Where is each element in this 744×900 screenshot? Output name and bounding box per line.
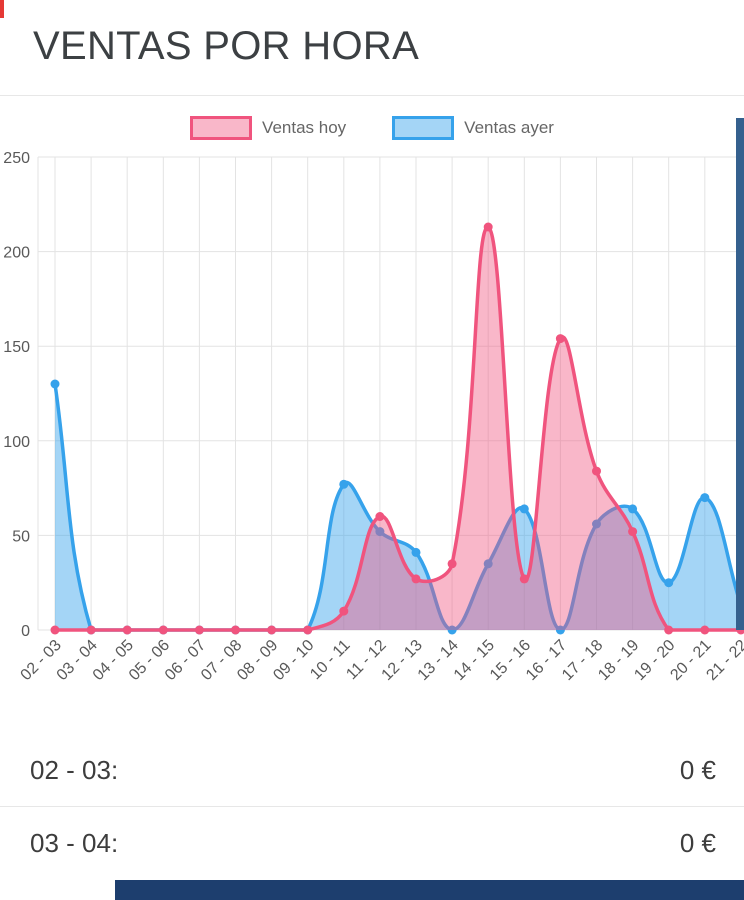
- bottom-bar[interactable]: [115, 880, 744, 900]
- y-tick-label: 50: [12, 528, 30, 545]
- series-ventas-ayer-point[interactable]: [592, 519, 601, 529]
- series-ventas-hoy-area: [55, 226, 741, 630]
- series-ventas-hoy-point[interactable]: [303, 625, 313, 635]
- series-ventas-hoy-point[interactable]: [158, 625, 168, 635]
- series-ventas-hoy-point[interactable]: [664, 625, 674, 635]
- series-ventas-hoy-point[interactable]: [50, 625, 60, 635]
- series-ventas-ayer-point[interactable]: [339, 479, 349, 489]
- series-ventas-ayer-point[interactable]: [483, 559, 493, 569]
- series-ventas-hoy-point[interactable]: [555, 334, 565, 344]
- hour-row-label: 02 - 03:: [30, 754, 119, 785]
- series-ventas-ayer-point[interactable]: [700, 493, 710, 503]
- series-ventas-hoy-point[interactable]: [194, 625, 204, 635]
- series-ventas-ayer-point[interactable]: [375, 527, 385, 537]
- y-tick-label: 200: [3, 245, 30, 262]
- legend-label: Ventas ayer: [464, 118, 554, 137]
- series-ventas-hoy-point[interactable]: [592, 466, 601, 476]
- hour-row-value: 0 €: [679, 827, 716, 858]
- series-ventas-hoy-point[interactable]: [519, 574, 529, 584]
- hour-row-label: 03 - 04:: [30, 827, 119, 858]
- series-ventas-ayer-point[interactable]: [555, 625, 565, 635]
- series-ventas-ayer-point[interactable]: [447, 625, 457, 635]
- series-ventas-hoy-point[interactable]: [231, 625, 240, 635]
- hour-row-value: 0 €: [679, 754, 716, 785]
- series-ventas-ayer-area: [55, 384, 741, 630]
- legend: Ventas hoy Ventas ayer: [0, 112, 744, 144]
- series-ventas-hoy-point[interactable]: [483, 222, 493, 232]
- y-tick-label: 250: [3, 150, 30, 167]
- legend-swatch-ventas-hoy: [190, 116, 253, 140]
- series-ventas-hoy-point[interactable]: [700, 625, 710, 635]
- series-ventas-ayer-point[interactable]: [519, 504, 529, 514]
- series-ventas-ayer-point[interactable]: [628, 504, 638, 514]
- legend-item-ventas-hoy[interactable]: Ventas hoy: [190, 116, 346, 140]
- series-ventas-ayer-point[interactable]: [50, 379, 60, 389]
- y-tick-label: 150: [3, 339, 30, 356]
- series-ventas-hoy: [50, 222, 744, 635]
- series-ventas-hoy-point[interactable]: [122, 625, 132, 635]
- series-ventas-hoy-point[interactable]: [447, 559, 457, 569]
- series-ventas-hoy-point[interactable]: [411, 574, 421, 584]
- page-title: VENTAS POR HORA: [33, 24, 420, 68]
- series-ventas-ayer-point[interactable]: [411, 547, 421, 557]
- y-tick-label: 100: [3, 434, 30, 451]
- legend-label: Ventas hoy: [262, 118, 347, 137]
- x-tick-label: 10 - 11: [307, 637, 353, 683]
- series-ventas-hoy-point[interactable]: [628, 527, 638, 537]
- series-ventas-ayer-point[interactable]: [664, 578, 674, 588]
- legend-swatch-ventas-ayer: [392, 116, 455, 140]
- hour-rows: 02 - 03: 0 € 03 - 04: 0 €: [0, 734, 744, 879]
- x-tick-label: 09 - 10: [270, 637, 317, 684]
- legend-item-ventas-ayer[interactable]: Ventas ayer: [392, 116, 554, 140]
- y-tick-label: 0: [21, 623, 30, 640]
- chart-scrollbar[interactable]: [736, 118, 744, 630]
- header-divider: [0, 95, 744, 96]
- series-ventas-hoy-point[interactable]: [267, 625, 277, 635]
- series-ventas-hoy-point[interactable]: [86, 625, 96, 635]
- series-ventas-hoy-point[interactable]: [375, 512, 385, 521]
- hour-row: 02 - 03: 0 €: [0, 734, 744, 806]
- hour-row: 03 - 04: 0 €: [0, 806, 744, 879]
- top-left-artifact: [0, 0, 4, 18]
- series-ventas-hoy-point[interactable]: [339, 606, 349, 616]
